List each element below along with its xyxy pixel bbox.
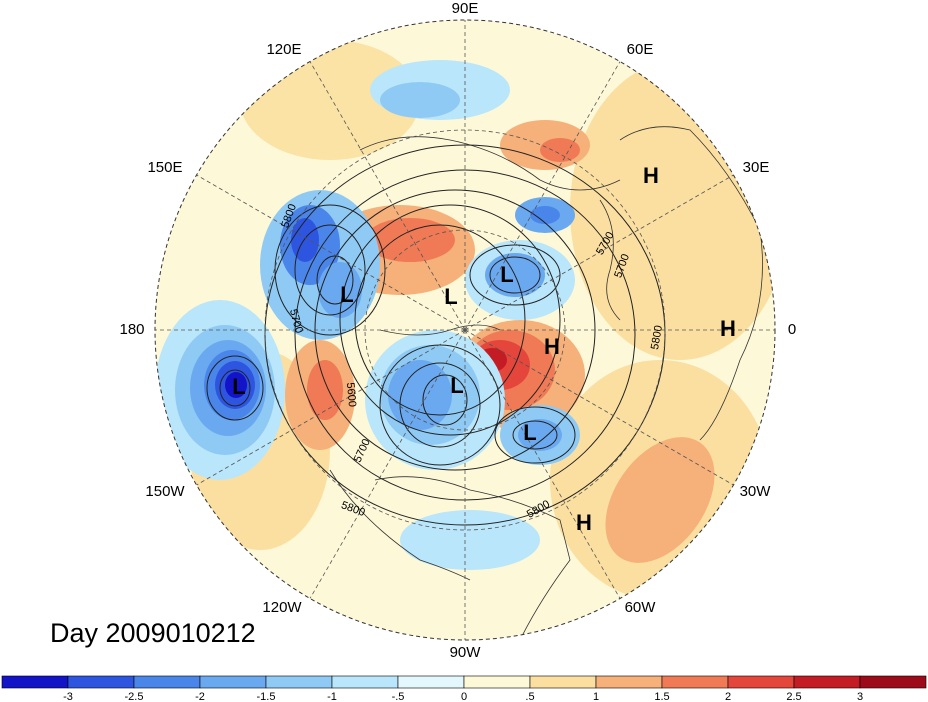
colorbar-tick-label: 1.5	[654, 691, 669, 702]
graticule	[155, 20, 775, 640]
meridian-line	[196, 174, 466, 331]
longitude-label: 60W	[625, 599, 657, 616]
colorbar-swatch	[331, 675, 399, 689]
meridian-line	[464, 329, 734, 486]
pressure-center-H: H	[544, 334, 560, 359]
meridian-line	[464, 174, 734, 331]
colorbar-tick-label: 3	[857, 691, 863, 702]
longitude-label: 150E	[147, 159, 182, 176]
colorbar-swatch	[661, 675, 729, 689]
colorbar-swatch	[265, 675, 333, 689]
colorbar-tick-label: -.5	[392, 691, 405, 702]
meridian-line	[464, 329, 621, 599]
colorbar-tick-label: -1	[327, 691, 337, 702]
longitude-label: 150W	[145, 483, 185, 500]
pressure-center-L: L	[232, 374, 245, 399]
longitude-label: 30E	[743, 159, 770, 176]
longitude-label: 0	[788, 321, 796, 338]
colorbar-tick-label: -2.5	[125, 691, 144, 702]
meridian-line	[464, 61, 621, 331]
colorbar-tick-label: .5	[525, 691, 534, 702]
pressure-center-L: L	[450, 373, 463, 398]
colorbar-tick-label: 1	[593, 691, 599, 702]
pressure-center-H: H	[720, 316, 736, 341]
meridian-line	[309, 61, 466, 331]
colorbar: -3 -2.5 -2 -1.5 -1 -.5 0 .5 1 1.5 2 2.5 3	[1, 675, 927, 702]
colorbar-swatch	[793, 675, 861, 689]
longitude-label: 180	[119, 321, 144, 338]
pressure-center-L: L	[444, 284, 457, 309]
colorbar-swatch	[727, 675, 795, 689]
meridian-line	[309, 329, 466, 599]
pressure-center-labels: H H H H L L L L L L	[232, 163, 736, 535]
longitude-label: 60E	[627, 41, 654, 58]
colorbar-tick-label: -3	[63, 691, 73, 702]
longitude-label: 30W	[740, 483, 772, 500]
colorbar-swatch	[397, 675, 465, 689]
pressure-center-L: L	[340, 282, 353, 307]
colorbar-tick-label: -1.5	[257, 691, 276, 702]
colorbar-swatch	[1, 675, 69, 689]
colorbar-tick-label: 2	[725, 691, 731, 702]
longitude-label: 120E	[266, 41, 301, 58]
colorbar-swatch	[199, 675, 267, 689]
colorbar-swatch	[529, 675, 597, 689]
longitude-label: 90W	[450, 644, 482, 661]
longitude-label: 90E	[452, 0, 479, 17]
contour-label: 5800	[649, 324, 665, 350]
colorbar-swatch	[133, 675, 201, 689]
longitude-labels: 90E 60E 30E 0 30W 60W 90W 120W 150W 180 150E 120E	[119, 0, 796, 661]
pressure-center-H: H	[576, 510, 592, 535]
map-title: Day 2009010212	[50, 618, 256, 648]
colorbar-swatch	[859, 675, 927, 689]
colorbar-tick-label: 2.5	[786, 691, 801, 702]
contour-label: 5600	[344, 382, 358, 407]
colorbar-swatch	[463, 675, 531, 689]
colorbar-swatch	[595, 675, 663, 689]
colorbar-tick-label: 0	[461, 691, 467, 702]
meridian-line	[196, 329, 466, 486]
colorbar-tick-label: -2	[195, 691, 205, 702]
map-boundary	[154, 19, 776, 641]
longitude-label: 120W	[262, 599, 302, 616]
colorbar-swatch	[67, 675, 135, 689]
pressure-center-H: H	[643, 163, 659, 188]
pressure-center-L: L	[500, 262, 513, 287]
pressure-center-L: L	[523, 420, 536, 445]
